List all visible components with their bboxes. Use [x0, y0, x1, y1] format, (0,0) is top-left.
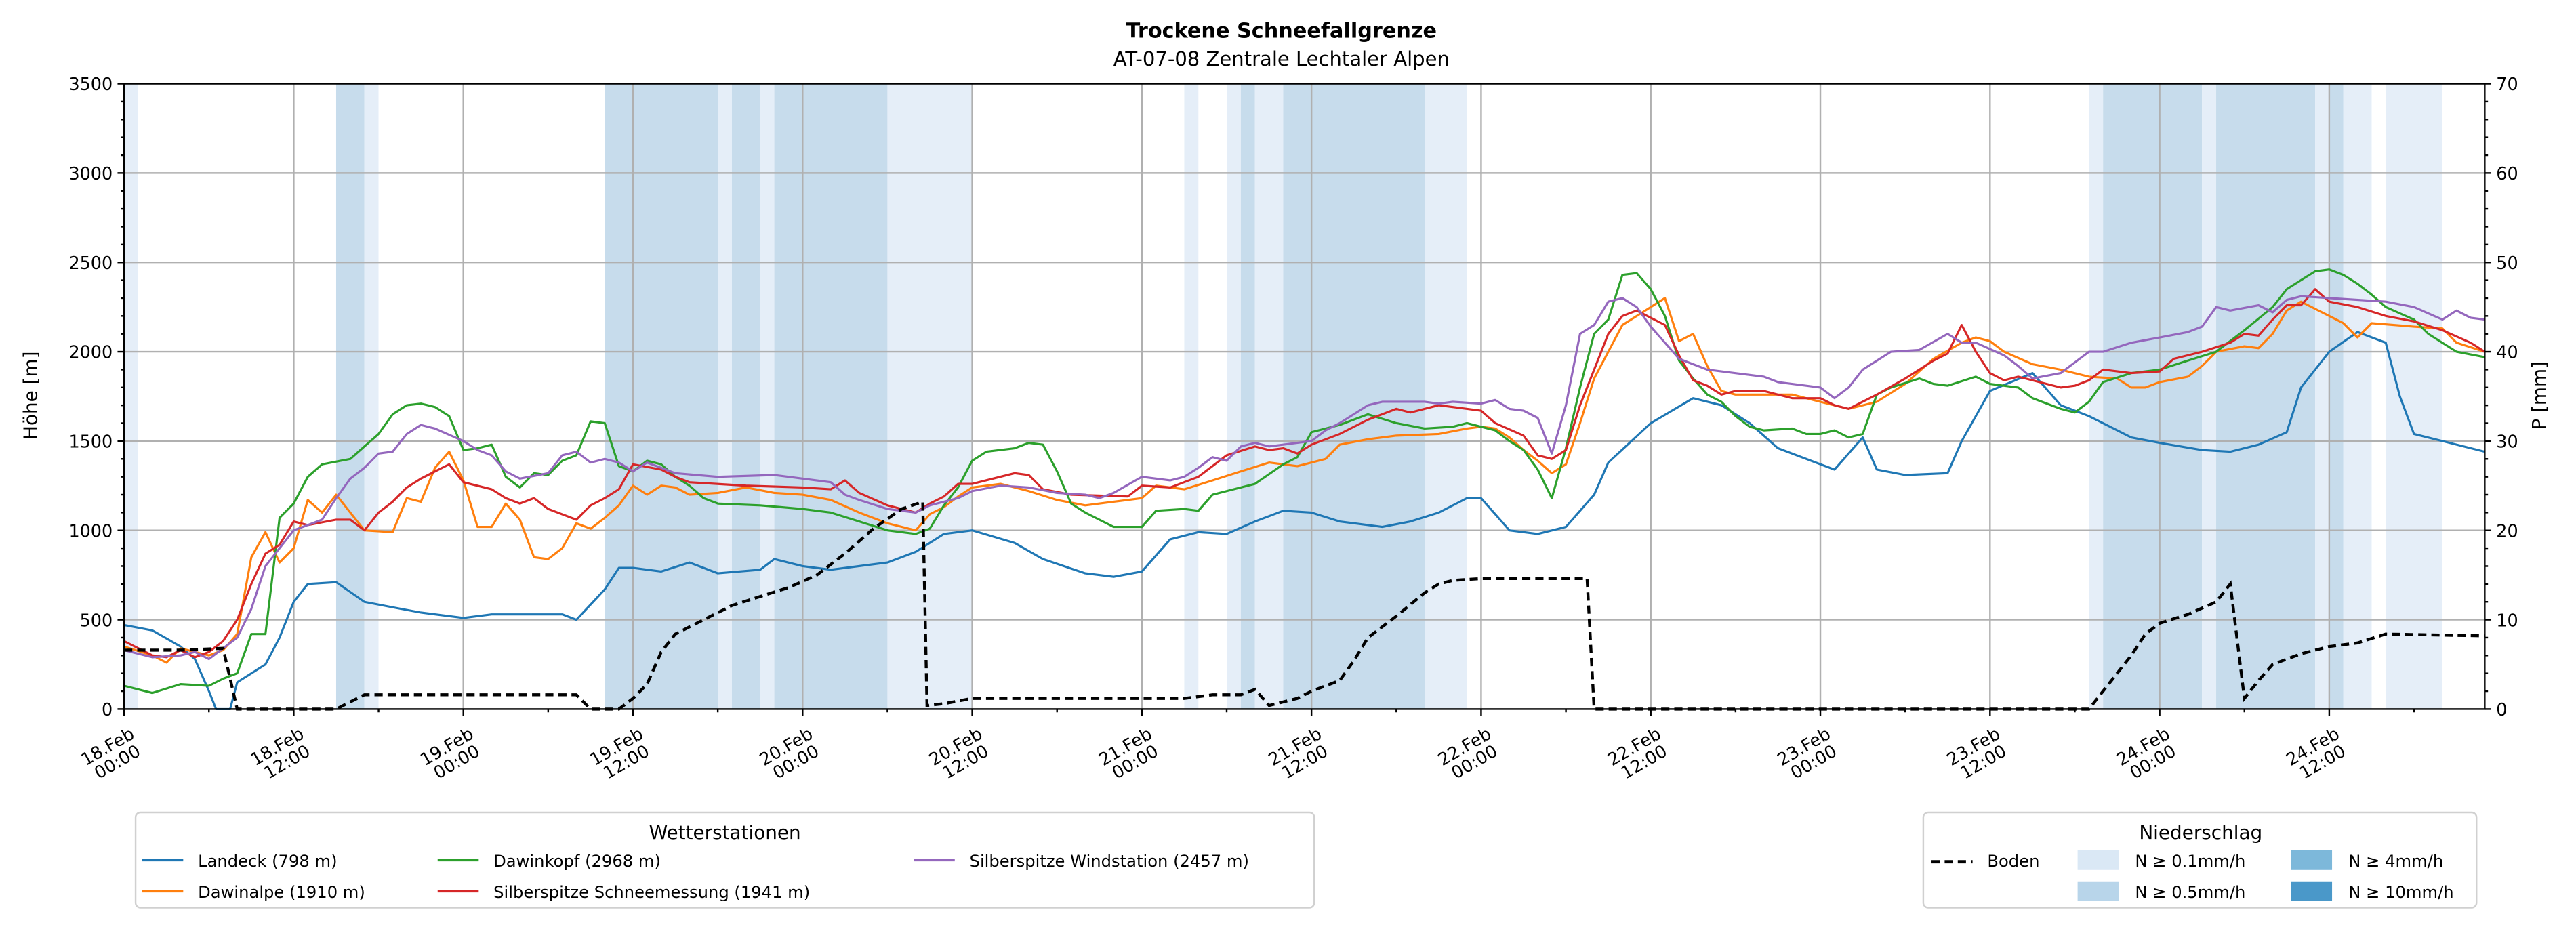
- precip-band: [760, 83, 775, 709]
- precip-band: [605, 83, 718, 709]
- precip-band: [2202, 83, 2217, 709]
- legend-precip-label: N ≥ 0.1mm/h: [2135, 852, 2245, 871]
- y2-tick-label: 30: [2496, 432, 2518, 452]
- legend-label: Dawinalpe (1910 m): [198, 883, 365, 902]
- legend-precip-label: N ≥ 10mm/h: [2348, 883, 2453, 902]
- series-line-4: [123, 295, 2485, 661]
- precip-band: [774, 83, 888, 709]
- y-axis-label: Höhe [m]: [20, 352, 42, 440]
- y-tick-label: 1000: [68, 520, 113, 541]
- y-tick-label: 2500: [68, 253, 113, 273]
- y2-tick-label: 10: [2496, 610, 2518, 630]
- precip-band: [731, 83, 760, 709]
- y2-tick-label: 50: [2496, 253, 2518, 273]
- legend-label: Landeck (798 m): [198, 852, 337, 871]
- series-line-2: [123, 268, 2485, 695]
- series-line-0: [123, 331, 2485, 710]
- precip-band: [2089, 83, 2104, 709]
- precip-bands: [124, 83, 2442, 709]
- precip-band: [2343, 83, 2372, 709]
- y2-tick-label: 70: [2496, 74, 2518, 94]
- series-lines: [123, 268, 2486, 711]
- y-tick-label: 3000: [68, 163, 113, 184]
- legend-precip-swatch: [2077, 881, 2119, 901]
- chart-subtitle: AT-07-08 Zentrale Lechtaler Alpen: [1113, 47, 1450, 70]
- precip-band: [124, 83, 138, 709]
- legend-precip-swatch: [2291, 881, 2333, 901]
- legend-precip-swatch: [2291, 850, 2333, 870]
- precip-band: [2386, 83, 2442, 709]
- precip-band: [1240, 83, 1255, 709]
- legend-precip: Niederschlag Boden N ≥ 0.1mm/h N ≥ 0.5mm/…: [1922, 811, 2478, 909]
- legend-precip-title: Niederschlag: [2139, 821, 2262, 844]
- legend-label: Silberspitze Schneemessung (1941 m): [493, 883, 810, 902]
- precip-band: [1283, 83, 1425, 709]
- series-line-3: [123, 288, 2486, 659]
- precip-band: [364, 83, 379, 709]
- precip-band: [2315, 83, 2329, 709]
- legend-stations-title: Wetterstationen: [649, 821, 801, 844]
- y-tick-label: 1500: [68, 432, 113, 452]
- legend-precip-label: N ≥ 4mm/h: [2348, 852, 2443, 871]
- precip-band: [2216, 83, 2316, 709]
- precip-band: [1425, 83, 1467, 709]
- chart-title: Trockene Schneefallgrenze: [1126, 20, 1437, 43]
- legend-label: Silberspitze Windstation (2457 m): [970, 852, 1249, 871]
- precip-band: [2103, 83, 2203, 709]
- y2-tick-label: 40: [2496, 342, 2518, 363]
- legend-precip-label: N ≥ 0.5mm/h: [2135, 883, 2245, 902]
- precip-band: [1184, 83, 1199, 709]
- legend-label: Dawinkopf (2968 m): [493, 852, 661, 871]
- y2-axis-label: P [mm]: [2528, 361, 2550, 430]
- y-tick-label: 0: [102, 699, 113, 720]
- precip-band: [1254, 83, 1284, 709]
- y2-tick-label: 20: [2496, 520, 2518, 541]
- precip-band: [887, 83, 973, 709]
- y-tick-label: 3500: [68, 74, 113, 94]
- y2-tick-label: 0: [2496, 699, 2507, 720]
- precip-band: [335, 83, 365, 709]
- y-tick-label: 2000: [68, 342, 113, 363]
- boden-line: [124, 499, 2485, 711]
- y-tick-label: 500: [80, 610, 113, 630]
- precip-band: [1227, 83, 1241, 709]
- plot-frame: [123, 83, 2486, 710]
- legend-stations: Wetterstationen Landeck (798 m) Dawinalpe…: [134, 811, 1315, 909]
- y2-tick-label: 60: [2496, 163, 2518, 184]
- legend-boden-label: Boden: [1987, 852, 2039, 871]
- precip-band: [718, 83, 732, 709]
- legend-precip-swatch: [2077, 850, 2119, 870]
- precip-band: [2329, 83, 2344, 709]
